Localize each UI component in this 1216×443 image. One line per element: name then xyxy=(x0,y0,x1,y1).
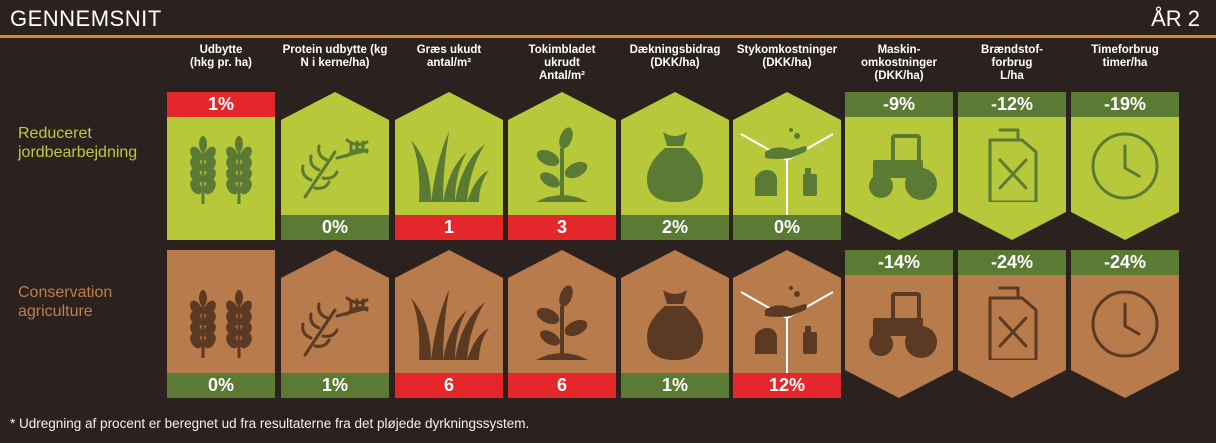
wheat-dna-icon xyxy=(295,280,375,360)
page-title: GENNEMSNIT xyxy=(10,6,162,31)
card-shape xyxy=(281,250,389,398)
column-header-styk: Stykomkostninger (DKK/ha) xyxy=(736,44,838,69)
card-shape xyxy=(958,250,1066,398)
value-badge: 6 xyxy=(508,373,616,398)
value-badge: 6 xyxy=(395,373,503,398)
money-bag-icon xyxy=(635,280,715,360)
card-udbytte-row2: 0% xyxy=(167,250,275,398)
card-maskin-row2: -14% xyxy=(845,250,953,398)
money-bag-icon xyxy=(635,122,715,202)
card-styk-row1: 0% xyxy=(733,92,841,240)
card-braend-row1: -12% xyxy=(958,92,1066,240)
tractor-icon xyxy=(859,280,939,360)
header: GENNEMSNIT ÅR 2 xyxy=(0,0,1216,38)
column-header-tokim: Tokimbladet ukrudt Antal/m² xyxy=(528,44,596,82)
card-time-row1: -19% xyxy=(1071,92,1179,240)
card-tokim-row1: 3 xyxy=(508,92,616,240)
fuel-can-icon xyxy=(972,280,1052,362)
value-badge: -14% xyxy=(845,250,953,275)
value-badge: -12% xyxy=(958,92,1066,117)
card-time-row2: -24% xyxy=(1071,250,1179,398)
card-braend-row2: -24% xyxy=(958,250,1066,398)
row-label-reduceret: Reduceret jordbearbejdning xyxy=(18,125,138,161)
value-badge: -9% xyxy=(845,92,953,117)
year-label: ÅR 2 xyxy=(1151,6,1200,31)
value-badge: 2% xyxy=(621,215,729,240)
value-badge: 12% xyxy=(733,373,841,398)
card-tokim-row2: 6 xyxy=(508,250,616,398)
card-daek-row1: 2% xyxy=(621,92,729,240)
fuel-can-icon xyxy=(972,122,1052,204)
clock-icon xyxy=(1085,122,1165,202)
row-label-conservation: Conservation agriculture xyxy=(18,284,113,320)
value-badge: -19% xyxy=(1071,92,1179,117)
card-udbytte-row1: 1% xyxy=(167,92,275,240)
value-badge: 3 xyxy=(508,215,616,240)
seedling-icon xyxy=(522,122,602,202)
value-badge: 1 xyxy=(395,215,503,240)
column-header-time: Timeforbrug timer/ha xyxy=(1091,44,1159,69)
card-maskin-row1: -9% xyxy=(845,92,953,240)
value-badge: 0% xyxy=(733,215,841,240)
card-shape xyxy=(958,92,1066,240)
value-badge: -24% xyxy=(1071,250,1179,275)
card-daek-row2: 1% xyxy=(621,250,729,398)
value-badge: 0% xyxy=(167,373,275,398)
value-badge: -24% xyxy=(958,250,1066,275)
column-header-protein: Protein udbytte (kg N i kerne/ha) xyxy=(282,44,388,69)
grass-icon xyxy=(409,122,489,202)
card-shape xyxy=(395,92,503,240)
card-protein-row1: 0% xyxy=(281,92,389,240)
card-styk-row2: 12% xyxy=(733,250,841,398)
card-graes-row2: 6 xyxy=(395,250,503,398)
card-protein-row2: 1% xyxy=(281,250,389,398)
card-graes-row1: 1 xyxy=(395,92,503,240)
column-header-daek: Dækningsbidrag (DKK/ha) xyxy=(629,44,721,69)
value-badge: 1% xyxy=(281,373,389,398)
wheat-dna-icon xyxy=(295,122,375,202)
card-shape xyxy=(395,250,503,398)
clock-icon xyxy=(1085,280,1165,360)
column-header-graes: Græs ukudt antal/m² xyxy=(416,44,482,69)
card-shape xyxy=(167,250,275,398)
value-badge: 1% xyxy=(167,92,275,117)
tractor-icon xyxy=(859,122,939,202)
wheat-icon xyxy=(181,124,261,204)
wheat-icon xyxy=(181,278,261,358)
seedling-icon xyxy=(522,280,602,360)
column-header-braend: Brændstof- forbrug L/ha xyxy=(981,44,1043,82)
cost-cube-icon xyxy=(747,280,827,360)
cost-cube-icon xyxy=(747,122,827,202)
column-header-udbytte: Udbytte (hkg pr. ha) xyxy=(190,44,252,69)
column-header-maskin: Maskin- omkostninger (DKK/ha) xyxy=(860,44,938,82)
card-shape xyxy=(167,92,275,240)
footnote: * Udregning af procent er beregnet ud fr… xyxy=(10,416,530,431)
value-badge: 0% xyxy=(281,215,389,240)
value-badge: 1% xyxy=(621,373,729,398)
grass-icon xyxy=(409,280,489,360)
card-shape xyxy=(281,92,389,240)
